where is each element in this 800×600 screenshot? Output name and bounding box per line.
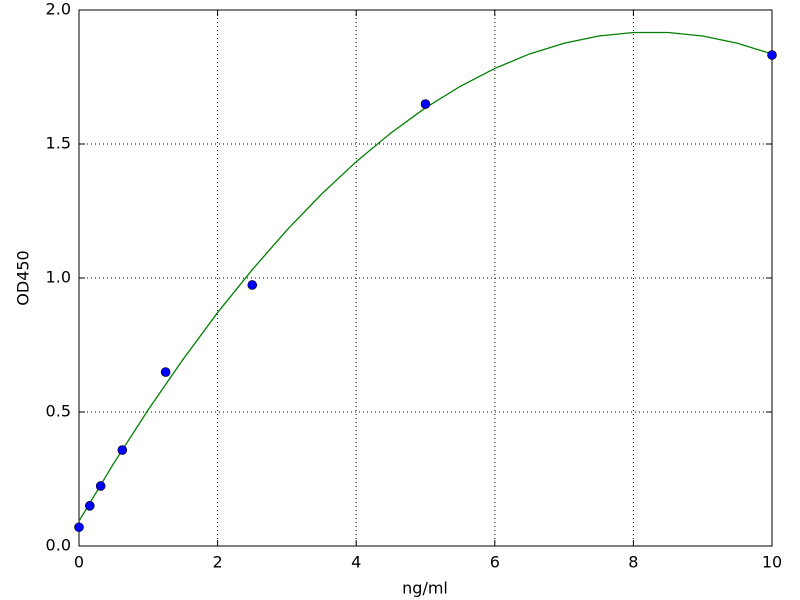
data-point xyxy=(117,445,128,455)
data-point xyxy=(420,99,431,109)
x-tick-label: 0 xyxy=(74,553,84,572)
x-tick-label: 10 xyxy=(762,553,782,572)
x-tick-label: 4 xyxy=(351,553,361,572)
x-tick-label: 2 xyxy=(213,553,223,572)
data-point xyxy=(85,500,95,511)
data-point xyxy=(247,280,258,290)
y-tick-label: 2.0 xyxy=(46,0,71,19)
y-tick-label: 1.5 xyxy=(46,134,71,153)
plot-frame xyxy=(78,9,773,547)
y-tick-label: 1.0 xyxy=(46,268,71,287)
y-tick-label: 0.5 xyxy=(46,402,71,421)
x-tick-label: 8 xyxy=(628,553,638,572)
x-tick-label: 6 xyxy=(490,553,500,572)
data-point xyxy=(767,50,777,60)
y-axis-label: OD450 xyxy=(14,250,33,305)
data-point xyxy=(74,522,84,533)
data-point xyxy=(160,367,171,377)
y-tick-label: 0.0 xyxy=(46,536,71,555)
x-axis-label: ng/ml xyxy=(402,579,448,598)
data-point xyxy=(95,481,106,491)
